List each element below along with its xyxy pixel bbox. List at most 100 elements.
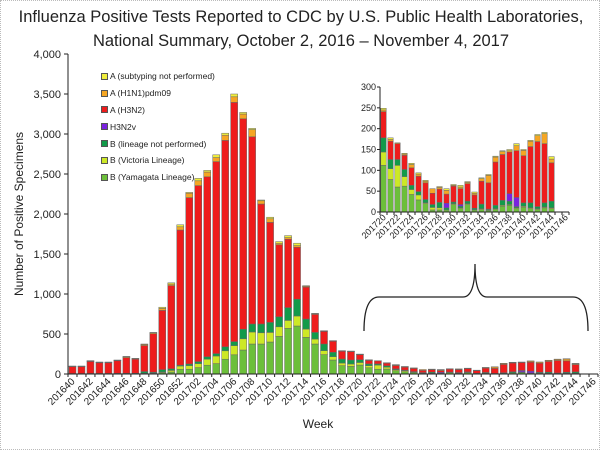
- bar-segment: [177, 366, 184, 369]
- bar-segment: [258, 204, 265, 324]
- y-tick-label: 500: [43, 329, 61, 341]
- bar-segment: [132, 359, 139, 373]
- inset-bar-segment: [430, 205, 435, 208]
- bar-segment: [347, 364, 354, 366]
- inset-bar-segment: [395, 160, 400, 166]
- y-tick-label: 4,000: [33, 49, 61, 61]
- bar-segment: [276, 317, 283, 327]
- bar-segment: [258, 333, 265, 344]
- inset-bar-segment: [521, 207, 526, 212]
- bar-segment: [258, 324, 265, 333]
- bar-segment: [473, 371, 480, 374]
- inset-bar-segment: [465, 184, 470, 202]
- legend-swatch: [101, 174, 108, 181]
- bar-segment: [294, 243, 301, 245]
- bar-segment: [285, 308, 292, 321]
- bar-segment: [321, 351, 328, 355]
- bar-segment: [249, 324, 256, 332]
- bar-segment: [401, 367, 408, 370]
- bar-segment: [482, 368, 489, 372]
- inset-bar-segment: [535, 135, 540, 136]
- bar-segment: [330, 360, 337, 374]
- inset-bar-segment: [514, 151, 519, 198]
- bar-segment: [195, 362, 202, 364]
- legend-entry: A (subtyping not performed): [101, 68, 215, 85]
- inset-bar-segment: [549, 159, 554, 163]
- bar-segment: [105, 363, 112, 374]
- bar-segment: [222, 140, 229, 346]
- bar-segment: [177, 369, 184, 374]
- bar-segment: [392, 371, 399, 374]
- legend-label: B (lineage not performed): [110, 139, 206, 149]
- inset-bar-segment: [479, 179, 484, 182]
- bar-segment: [338, 363, 345, 366]
- inset-bar-segment: [381, 165, 386, 212]
- inset-bar-segment: [528, 140, 533, 141]
- bar-segment: [114, 361, 121, 374]
- inset-y-tick-label: 50: [366, 186, 376, 196]
- bar-segment: [267, 219, 274, 223]
- bar-segment: [69, 367, 76, 374]
- bar-segment: [267, 342, 274, 374]
- bar-segment: [303, 319, 310, 329]
- bar-segment: [419, 370, 426, 371]
- inset-bar-segment: [416, 195, 421, 200]
- inset-bar-segment: [507, 194, 512, 202]
- bar-segment: [195, 368, 202, 374]
- bar-segment: [204, 357, 211, 359]
- bar-segment: [186, 369, 193, 374]
- bar-segment: [347, 366, 354, 374]
- inset-bar-segment: [542, 208, 547, 212]
- y-tick-label: 3,500: [33, 89, 61, 101]
- bar-segment: [267, 322, 274, 332]
- inset-bar-segment: [458, 189, 463, 205]
- inset-bar-segment: [430, 189, 435, 194]
- bar-segment: [231, 102, 238, 341]
- inset-bar-segment: [402, 170, 407, 177]
- inset-y-tick-label: 200: [361, 124, 376, 134]
- bar-segment: [312, 314, 319, 332]
- bar-segment: [294, 299, 301, 316]
- bar-segment: [195, 186, 202, 362]
- bar-segment: [240, 112, 247, 114]
- bar-segment: [267, 217, 274, 219]
- bar-segment: [303, 286, 310, 287]
- inset-bar-segment: [507, 205, 512, 212]
- legend-label: B (Yamagata Lineage): [110, 172, 194, 182]
- inset-bar-segment: [451, 185, 456, 186]
- inset-bar-segment: [437, 189, 442, 202]
- bar-segment: [428, 370, 435, 373]
- bar-segment: [347, 360, 354, 364]
- bar-segment: [231, 94, 238, 97]
- bar-segment: [276, 327, 283, 337]
- bar-segment: [168, 283, 175, 284]
- inset-bar-segment: [514, 144, 519, 146]
- y-axis-label: Number of Positive Specimens: [12, 132, 26, 296]
- bar-segment: [347, 352, 354, 360]
- bar-segment: [383, 369, 390, 374]
- inset-bar-segment: [549, 201, 554, 208]
- bar-segment: [249, 137, 256, 324]
- inset-bar-segment: [395, 165, 400, 187]
- inset-bar-segment: [549, 163, 554, 201]
- bar-segment: [168, 286, 175, 369]
- inset-bar-segment: [423, 183, 428, 200]
- inset-bar-segment: [416, 176, 421, 191]
- bar-segment: [87, 361, 94, 373]
- bar-segment: [455, 370, 462, 373]
- inset-bar-segment: [458, 206, 463, 208]
- inset-bar-segment: [444, 203, 449, 208]
- legend-swatch: [101, 73, 108, 80]
- bar-segment: [231, 97, 238, 103]
- bar-segment: [330, 341, 337, 352]
- inset-bar-segment: [528, 203, 533, 208]
- inset-y-tick-label: 100: [361, 165, 376, 175]
- inset-bar-segment: [395, 187, 400, 212]
- bar-segment: [321, 344, 328, 351]
- bar-segment: [159, 308, 166, 310]
- bar-segment: [186, 193, 193, 197]
- x-axis-label: Week: [303, 417, 334, 431]
- legend-swatch: [101, 157, 108, 164]
- bar-segment: [159, 307, 166, 308]
- bar-segment: [330, 357, 337, 360]
